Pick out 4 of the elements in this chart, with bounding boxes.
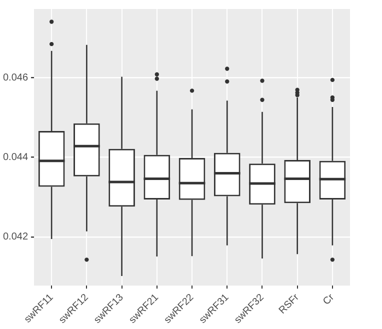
y-tick-label: 0.044 xyxy=(2,152,28,164)
x-tick-label: Cr xyxy=(321,292,337,308)
y-tick-label: 0.046 xyxy=(2,72,28,84)
y-tick-label: 0.042 xyxy=(2,232,28,243)
